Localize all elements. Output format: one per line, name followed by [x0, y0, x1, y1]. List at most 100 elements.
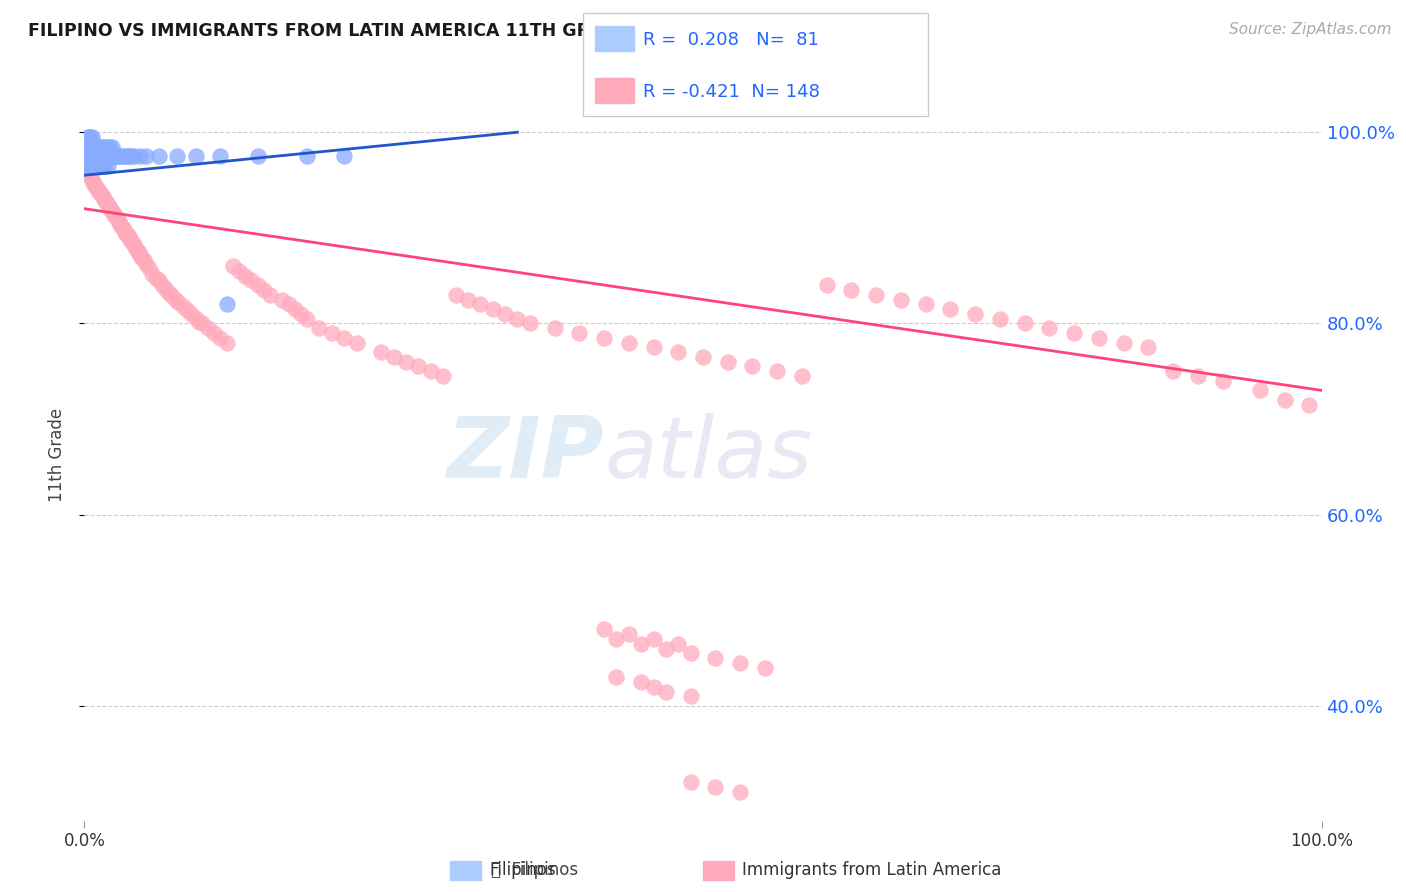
- Point: [100, 149, 122, 163]
- Point: [191, 317, 214, 331]
- Point: [97, 149, 120, 163]
- Point: [75, 149, 97, 163]
- Point: [939, 302, 962, 317]
- Point: [1088, 331, 1111, 345]
- Point: [120, 234, 142, 248]
- Point: [197, 321, 219, 335]
- Point: [127, 244, 149, 258]
- Point: [98, 139, 121, 153]
- Point: [506, 311, 529, 326]
- Point: [815, 278, 838, 293]
- Point: [481, 302, 503, 317]
- Point: [84, 149, 107, 163]
- Point: [148, 273, 170, 287]
- Point: [86, 139, 108, 153]
- Point: [129, 250, 152, 264]
- Point: [84, 159, 107, 173]
- Point: [107, 149, 129, 163]
- Point: [295, 311, 318, 326]
- Point: [117, 228, 139, 243]
- Point: [83, 149, 105, 163]
- Point: [91, 190, 114, 204]
- Point: [101, 205, 124, 219]
- Point: [83, 159, 105, 173]
- Text: R = -0.421  N= 148: R = -0.421 N= 148: [643, 83, 820, 101]
- Point: [114, 225, 136, 239]
- Point: [209, 331, 232, 345]
- Point: [82, 139, 104, 153]
- Point: [284, 302, 307, 317]
- Point: [107, 213, 129, 227]
- Point: [89, 149, 111, 163]
- Point: [129, 247, 152, 261]
- Point: [89, 185, 111, 199]
- Point: [112, 223, 135, 237]
- Point: [77, 130, 100, 145]
- Point: [228, 264, 250, 278]
- Point: [97, 198, 120, 212]
- Point: [79, 139, 101, 153]
- Point: [77, 159, 100, 173]
- Point: [87, 159, 110, 173]
- Point: [728, 656, 751, 670]
- Point: [1014, 317, 1036, 331]
- Point: [79, 130, 101, 145]
- Point: [754, 660, 776, 674]
- Point: [202, 326, 225, 340]
- Point: [1298, 398, 1320, 412]
- Point: [80, 130, 103, 145]
- Point: [157, 285, 180, 299]
- Point: [115, 149, 138, 163]
- Point: [93, 139, 115, 153]
- Point: [101, 149, 124, 163]
- Point: [97, 159, 120, 173]
- Point: [96, 196, 118, 211]
- Point: [84, 178, 107, 193]
- Point: [432, 369, 454, 384]
- Point: [666, 345, 689, 359]
- Point: [605, 670, 627, 684]
- Point: [79, 130, 101, 145]
- Point: [728, 785, 751, 799]
- Point: [166, 149, 188, 163]
- Point: [1212, 374, 1234, 388]
- Point: [643, 632, 665, 646]
- Point: [84, 139, 107, 153]
- Point: [86, 149, 108, 163]
- Point: [617, 335, 640, 350]
- Point: [138, 260, 160, 275]
- Point: [93, 192, 115, 206]
- Point: [145, 270, 167, 285]
- Point: [115, 227, 138, 241]
- Point: [91, 139, 114, 153]
- Point: [118, 149, 141, 163]
- Point: [90, 149, 112, 163]
- Point: [704, 651, 727, 665]
- Point: [617, 627, 640, 641]
- Text: Filipinos: Filipinos: [489, 861, 555, 879]
- Point: [666, 637, 689, 651]
- Point: [1112, 335, 1135, 350]
- Point: [79, 159, 101, 173]
- Point: [717, 354, 740, 368]
- Point: [543, 321, 565, 335]
- Point: [87, 183, 110, 197]
- Point: [79, 139, 101, 153]
- Point: [80, 173, 103, 187]
- Point: [419, 364, 441, 378]
- Point: [111, 220, 134, 235]
- Point: [333, 331, 356, 345]
- Point: [914, 297, 936, 311]
- Point: [105, 149, 128, 163]
- Point: [121, 236, 143, 251]
- Point: [988, 311, 1011, 326]
- Point: [83, 177, 105, 191]
- Point: [1063, 326, 1085, 340]
- Point: [1274, 392, 1296, 407]
- Point: [118, 230, 141, 244]
- Point: [135, 149, 157, 163]
- Point: [80, 149, 103, 163]
- Text: R =  0.208   N=  81: R = 0.208 N= 81: [643, 31, 818, 49]
- Point: [321, 326, 343, 340]
- Point: [86, 159, 108, 173]
